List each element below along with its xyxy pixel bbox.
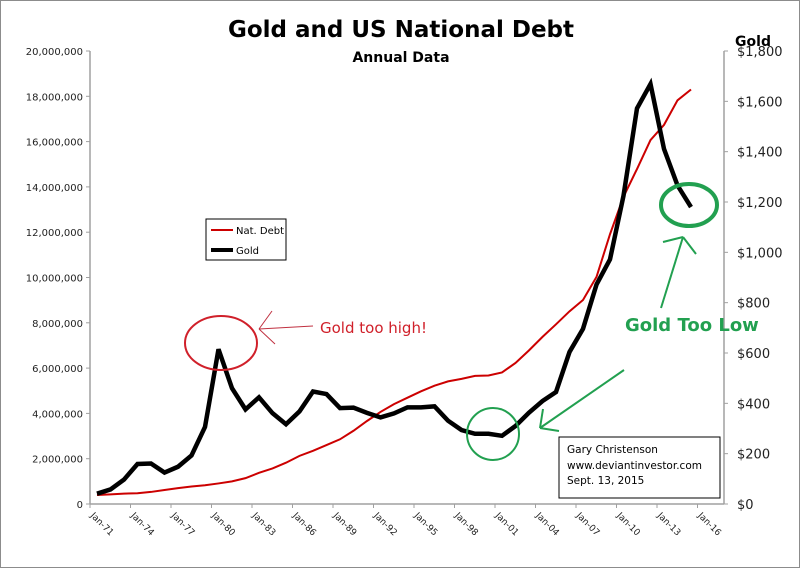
- y2-tick-label: $400: [737, 397, 770, 412]
- x-tick-label: Jan-13: [654, 510, 682, 538]
- x-tick-label: Jan-16: [695, 510, 723, 538]
- legend-label-debt: Nat. Debt: [236, 226, 284, 237]
- x-tick-label: Jan-80: [209, 510, 237, 538]
- credit-box: Gary Christenson www.deviantinvestor.com…: [558, 436, 721, 499]
- y2-tick-label: $600: [737, 347, 770, 362]
- x-tick-label: Jan-77: [168, 510, 196, 538]
- y-tick-label: 0: [77, 500, 83, 511]
- x-tick-label: Jan-01: [492, 510, 520, 538]
- low-arrow-icon: [539, 236, 697, 432]
- high-arrow-icon: [258, 310, 314, 345]
- x-tick-label: Jan-04: [533, 510, 561, 538]
- y-tick-label: 4,000,000: [32, 409, 83, 420]
- y2-tick-label: $800: [737, 297, 770, 312]
- y-tick-label: 16,000,000: [26, 138, 83, 149]
- x-tick-label: Jan-86: [290, 510, 318, 538]
- x-tick-label: Jan-95: [411, 510, 439, 538]
- high-circle: [184, 315, 258, 371]
- low-annotation: Gold Too Low: [625, 315, 759, 336]
- x-tick-label: Jan-07: [573, 510, 601, 538]
- chart-subtitle: Annual Data: [352, 50, 449, 66]
- y-tick-label: 18,000,000: [26, 92, 83, 103]
- y2-tick-label: $1,400: [737, 146, 783, 161]
- y2-tick-label: $0: [737, 498, 754, 513]
- x-tick-label: Jan-83: [249, 510, 277, 538]
- high-annotation: Gold too high!: [320, 319, 427, 337]
- y-tick-label: 2,000,000: [32, 455, 83, 466]
- x-tick-label: Jan-89: [330, 510, 358, 538]
- credit-website: www.deviantinvestor.com: [567, 460, 702, 472]
- y-tick-label: 12,000,000: [26, 228, 83, 239]
- y2-tick-label: $1,200: [737, 196, 783, 211]
- credit-date: Sept. 13, 2015: [567, 475, 644, 487]
- low-ellipse: [659, 182, 719, 228]
- y2-tick-label: $1,800: [737, 45, 783, 60]
- low-circle: [466, 407, 520, 461]
- y-tick-label: 20,000,000: [26, 47, 83, 58]
- debt-line: [96, 88, 692, 496]
- legend: Nat. Debt Gold: [205, 218, 287, 261]
- y2-tick-label: $1,000: [737, 246, 783, 261]
- y-tick-label: 6,000,000: [32, 364, 83, 375]
- y-tick-label: 10,000,000: [26, 274, 83, 285]
- x-tick-label: Jan-98: [452, 510, 480, 538]
- x-tick-label: Jan-74: [128, 510, 156, 538]
- x-tick-label: Jan-10: [614, 510, 642, 538]
- gold-line: [96, 77, 693, 496]
- y-tick-label: 8,000,000: [32, 319, 83, 330]
- y2-tick-label: $200: [737, 448, 770, 463]
- y2-tick-label: $1,600: [737, 95, 783, 110]
- y-tick-label: 14,000,000: [26, 183, 83, 194]
- x-tick-label: Jan-71: [87, 510, 115, 538]
- legend-label-gold: Gold: [236, 246, 259, 257]
- chart-title: Gold and US National Debt: [228, 17, 574, 43]
- credit-author: Gary Christenson: [567, 444, 658, 456]
- right-axis-title: Gold: [735, 34, 771, 50]
- x-tick-label: Jan-92: [371, 510, 399, 538]
